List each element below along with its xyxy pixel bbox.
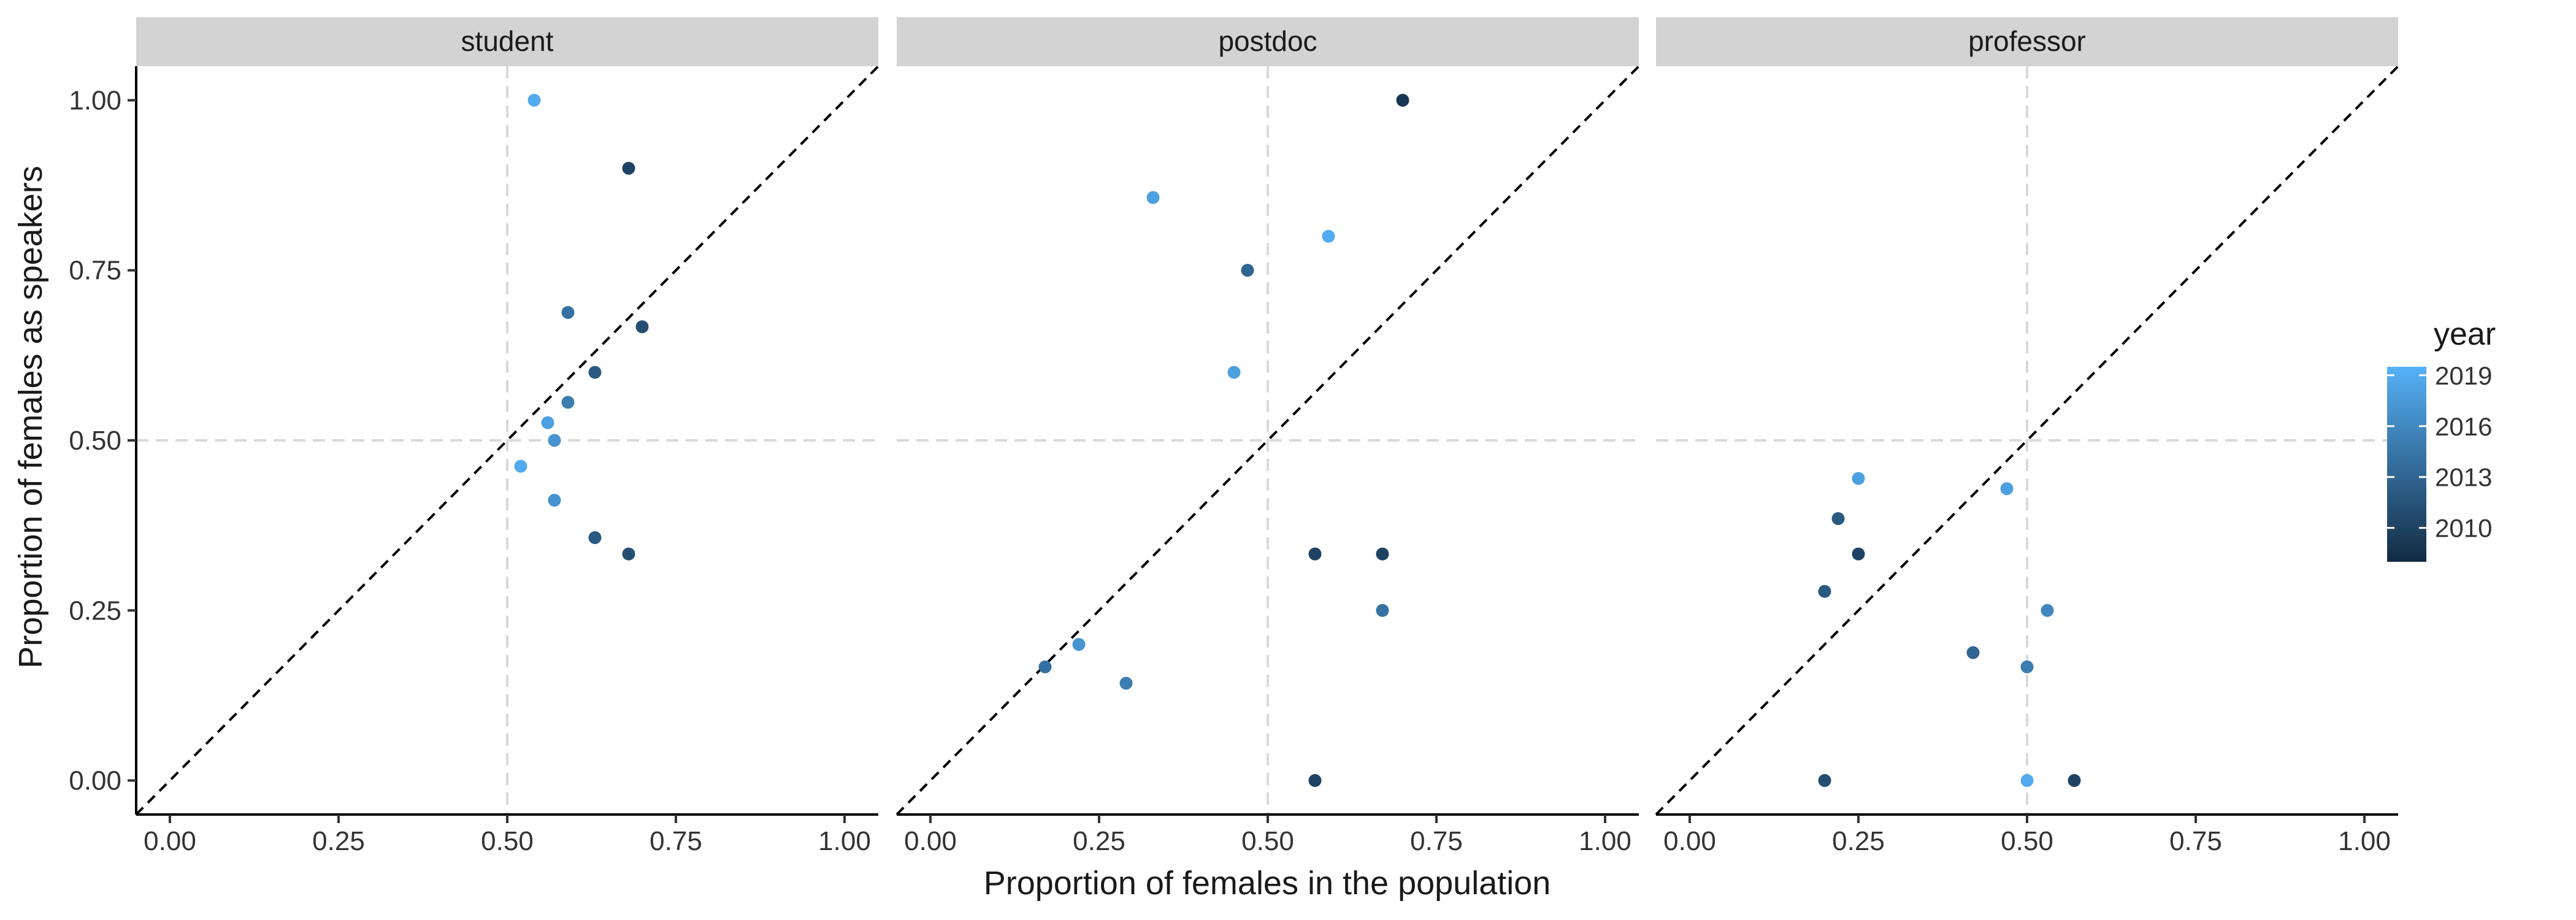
panel-strip-label: postdoc — [1218, 25, 1317, 57]
x-tick-label: 1.00 — [1579, 826, 1631, 856]
x-tick-label: 0.75 — [1410, 826, 1463, 856]
y-axis-title: Proportion of females as speakers — [12, 166, 49, 668]
y-tick-label: 0.25 — [69, 596, 121, 626]
data-point — [561, 305, 575, 319]
y-tick-label: 0.50 — [69, 426, 121, 456]
data-point — [1966, 646, 1980, 659]
data-point — [1818, 585, 1831, 598]
diagonal-reference-line — [1655, 65, 2399, 816]
x-axis-title: Proportion of females in the population — [984, 865, 1551, 902]
data-point — [1072, 638, 1086, 651]
legend-tick-label: 2019 — [2435, 361, 2492, 390]
data-point — [588, 366, 602, 379]
x-tick-label: 0.00 — [144, 826, 196, 856]
data-point — [2020, 660, 2034, 673]
x-tick-label: 1.00 — [2338, 826, 2391, 856]
panel-postdoc: postdoc 0.00 0.25 0.50 0.75 1.00 — [895, 17, 1640, 856]
color-legend: year 2019 2016 2013 2010 — [2387, 316, 2496, 562]
x-tick-label: 0.50 — [2001, 826, 2053, 856]
x-tick-label: 0.50 — [1241, 826, 1294, 856]
data-point — [1241, 264, 1254, 277]
panel-strip — [897, 17, 1639, 66]
data-point — [541, 416, 554, 429]
x-tick-label: 0.25 — [312, 826, 365, 856]
panel-student: student 0.00 0.25 0.50 0.75 1.00 0.00 0.25 0.50 0… — [69, 17, 880, 856]
panel-strip — [1656, 17, 2398, 66]
data-point — [1818, 774, 1831, 788]
panel-professor: professor 0.00 0.25 0.50 0.75 1.00 — [1655, 17, 2399, 856]
x-tick-label: 1.00 — [818, 826, 871, 856]
y-tick-label: 1.00 — [69, 85, 121, 115]
data-point — [2041, 604, 2054, 617]
data-point — [548, 434, 561, 447]
data-point — [1308, 547, 1322, 561]
data-point — [1376, 547, 1389, 561]
data-point — [527, 93, 541, 107]
x-tick-label: 0.00 — [1663, 826, 1716, 856]
data-point — [2000, 482, 2014, 496]
legend-ticks: 2019 2016 2013 2010 — [2387, 361, 2492, 543]
diagonal-reference-line — [895, 65, 1640, 816]
data-point — [635, 320, 649, 334]
data-point — [588, 531, 602, 545]
panel-strip-label: student — [461, 25, 554, 57]
x-tick-label: 0.75 — [650, 826, 702, 856]
data-point — [1852, 547, 1865, 561]
data-point — [561, 396, 575, 409]
legend-tick-label: 2016 — [2435, 412, 2492, 441]
data-point — [2068, 774, 2081, 788]
data-point — [1376, 604, 1389, 617]
x-tick-label: 0.75 — [2169, 826, 2222, 856]
facet-panels: student 0.00 0.25 0.50 0.75 1.00 0.00 0.25 0.50 0… — [69, 17, 2399, 856]
legend-tick-label: 2013 — [2435, 463, 2492, 492]
legend-colorbar — [2387, 367, 2426, 562]
data-point — [1852, 472, 1865, 485]
data-point — [1119, 677, 1133, 690]
data-point — [622, 161, 635, 175]
data-point — [1322, 229, 1335, 243]
y-tick-label: 0.75 — [69, 256, 121, 286]
data-point — [1038, 660, 1052, 673]
data-point — [1831, 512, 1845, 526]
data-point — [2020, 774, 2034, 788]
x-tick-label: 0.00 — [904, 826, 957, 856]
x-tick-label: 0.25 — [1832, 826, 1885, 856]
panel-strip-label: professor — [1968, 25, 2086, 57]
data-point — [514, 459, 527, 473]
data-point — [1146, 191, 1160, 204]
data-point — [1227, 366, 1241, 379]
legend-title: year — [2434, 316, 2496, 352]
data-point — [1396, 93, 1409, 107]
legend-tick-label: 2010 — [2435, 514, 2492, 543]
panel-strip — [136, 17, 878, 66]
x-tick-label: 0.50 — [481, 826, 534, 856]
data-point — [548, 494, 561, 507]
x-tick-label: 0.25 — [1073, 826, 1125, 856]
data-point — [1308, 774, 1322, 788]
data-point — [622, 547, 635, 561]
diagonal-reference-line — [135, 65, 880, 816]
y-tick-label: 0.00 — [69, 766, 121, 796]
